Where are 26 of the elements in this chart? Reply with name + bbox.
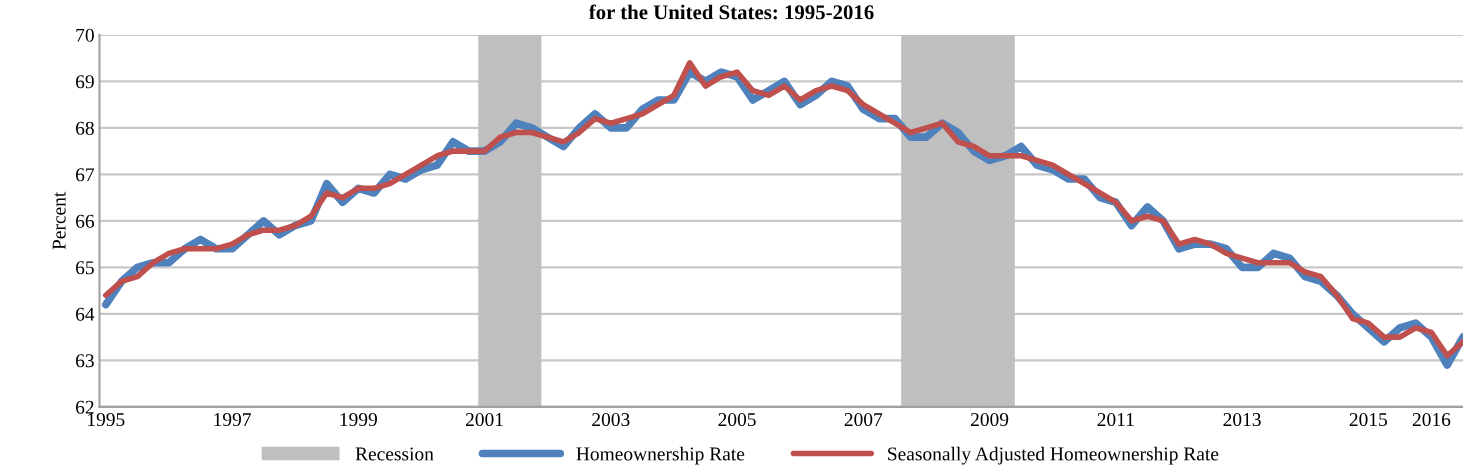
- x-tick-label: 1997: [214, 413, 251, 427]
- x-tick-label: 2016: [1412, 412, 1451, 427]
- y-tick-label: 67: [76, 168, 95, 182]
- y-axis-title: Percent: [52, 191, 66, 250]
- legend-label: Homeownership Rate: [576, 446, 745, 465]
- legend-label: Recession: [355, 447, 434, 461]
- y-tick-label: 69: [76, 75, 94, 89]
- x-tick-label: 2003: [592, 412, 630, 427]
- y-tick-label: 66: [76, 214, 95, 228]
- legend-label: Seasonally Adjusted Homeownership Rate: [888, 446, 1219, 465]
- y-tick-label: 68: [76, 121, 94, 135]
- y-tick-label: 65: [76, 261, 94, 275]
- x-tick-label: 2011: [1097, 412, 1134, 427]
- x-tick-label: 2013: [1223, 412, 1261, 427]
- x-tick-label: 1995: [88, 413, 125, 427]
- x-tick-label: 2007: [844, 412, 883, 427]
- x-tick-label: 2001: [465, 412, 503, 427]
- x-tick-label: 2015: [1349, 412, 1387, 427]
- y-tick-label: 63: [76, 354, 94, 368]
- x-tick-label: 2005: [718, 412, 756, 427]
- chart-title: for the United States: 1995-2016: [588, 4, 874, 20]
- x-tick-label: 1999: [340, 413, 377, 427]
- y-tick-label: 64: [76, 307, 95, 321]
- y-tick-label: 70: [76, 28, 94, 42]
- y-tick-label: 62: [76, 400, 94, 414]
- x-tick-label: 2009: [970, 412, 1009, 427]
